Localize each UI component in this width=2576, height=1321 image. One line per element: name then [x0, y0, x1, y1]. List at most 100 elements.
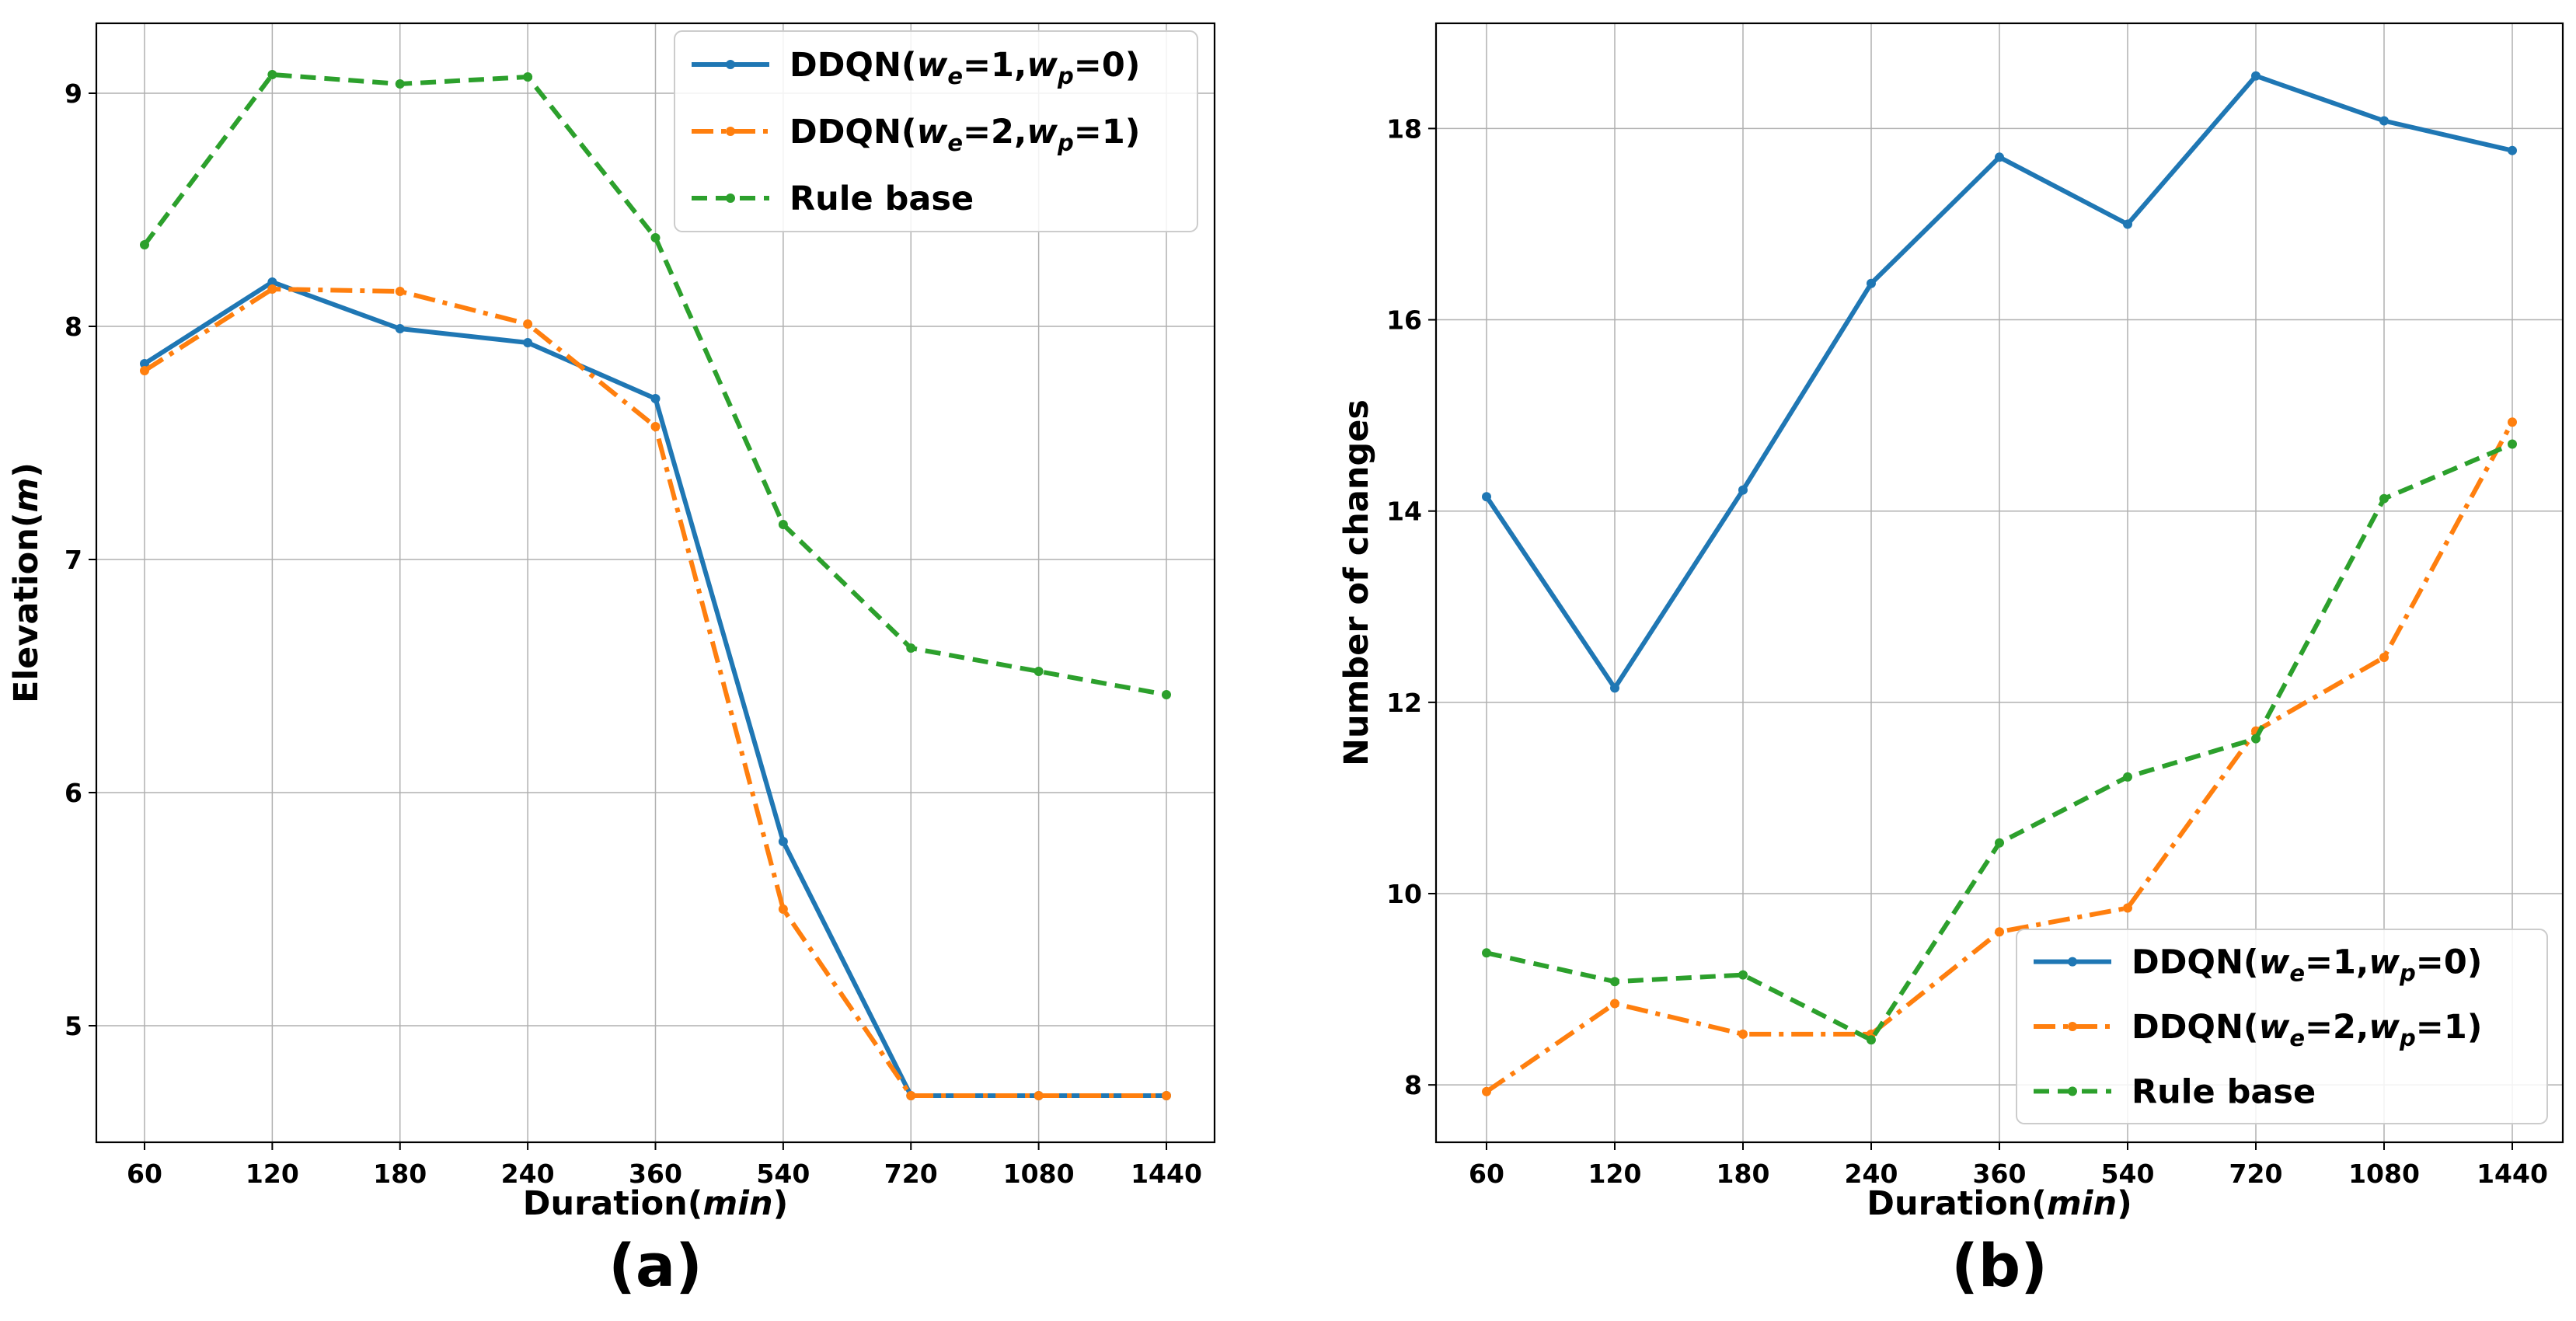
- y-tick-label: 10: [1386, 879, 1422, 909]
- data-point: [395, 324, 405, 333]
- data-point: [1610, 683, 1619, 693]
- legend: DDQN(we=1,wp=0) DDQN(we=2,wp=1) Rule base: [674, 30, 1198, 232]
- data-point: [906, 1091, 916, 1100]
- legend-marker: [726, 60, 735, 69]
- data-point: [906, 643, 916, 653]
- x-axis-label: Duration(min): [1867, 1184, 2132, 1223]
- y-tick-label: 18: [1386, 113, 1422, 144]
- data-point: [2379, 116, 2389, 126]
- data-point: [395, 287, 405, 296]
- data-point: [267, 277, 277, 287]
- data-point: [140, 359, 149, 368]
- y-tick-label: 5: [64, 1011, 82, 1041]
- chart-a: 60 120 180 240 360 540 720 1080 1440 5 6 7 8 9 Duratio…: [7, 22, 1216, 1300]
- data-point: [2508, 439, 2517, 449]
- legend-label: Rule base: [790, 180, 974, 218]
- x-tick-label: 1440: [1131, 1159, 1202, 1189]
- data-point: [2123, 219, 2132, 229]
- legend-box: [2016, 929, 2548, 1124]
- data-point: [778, 837, 788, 846]
- data-point: [523, 319, 533, 329]
- legend-label: DDQN(we=2,wp=1): [790, 113, 1140, 156]
- legend-label: DDQN(we=1,wp=0): [790, 46, 1140, 89]
- legend-box: [674, 30, 1198, 232]
- panel-label: (a): [608, 1231, 702, 1300]
- y-tick-label: 8: [1404, 1070, 1422, 1100]
- data-point: [1995, 838, 2004, 848]
- x-tick-label: 120: [246, 1159, 299, 1189]
- legend-marker: [726, 127, 735, 136]
- legend-marker: [2068, 957, 2077, 967]
- panel-label: (b): [1951, 1231, 2048, 1300]
- data-point: [523, 338, 533, 347]
- x-tick-label: 1080: [1003, 1159, 1075, 1189]
- data-point: [1995, 927, 2004, 937]
- x-tick-label: 540: [2101, 1159, 2155, 1189]
- y-axis-label: Number of changes: [1337, 399, 1376, 766]
- data-point: [650, 422, 661, 431]
- data-point: [140, 366, 149, 375]
- y-tick-label: 6: [64, 778, 82, 808]
- y-tick-label: 8: [64, 312, 82, 342]
- y-tick-label: 14: [1386, 497, 1422, 527]
- data-point: [650, 394, 661, 403]
- y-axis-label: Elevation(m): [7, 462, 46, 703]
- x-axis-label: Duration(min): [523, 1184, 788, 1223]
- data-point: [2251, 734, 2261, 744]
- data-point: [650, 233, 661, 242]
- data-point: [1482, 948, 1491, 958]
- x-tick-label: 360: [1973, 1159, 2027, 1189]
- data-point: [778, 520, 788, 529]
- x-tick-label: 540: [756, 1159, 810, 1189]
- data-point: [523, 72, 533, 82]
- x-tick-label: 180: [373, 1159, 427, 1189]
- y-tick-label: 16: [1386, 305, 1422, 336]
- x-tick-label: 120: [1588, 1159, 1642, 1189]
- data-point: [2508, 145, 2517, 155]
- data-point: [1867, 1035, 1876, 1045]
- x-tick-label: 60: [127, 1159, 162, 1189]
- x-tick-label: 1440: [2477, 1159, 2548, 1189]
- y-tick-label: 7: [64, 545, 82, 575]
- data-point: [1995, 152, 2004, 162]
- legend-marker: [726, 193, 735, 203]
- data-point: [778, 904, 788, 914]
- legend-label: Rule base: [2132, 1072, 2316, 1111]
- data-point: [2379, 653, 2389, 662]
- data-point: [1610, 999, 1619, 1009]
- x-tick-label: 1080: [2348, 1159, 2420, 1189]
- data-point: [1610, 977, 1619, 987]
- data-point: [1034, 667, 1044, 676]
- data-point: [1034, 1091, 1044, 1100]
- y-tick-label: 12: [1386, 688, 1422, 718]
- data-point: [395, 79, 405, 89]
- data-point: [267, 70, 277, 79]
- series-line-2: [143, 287, 1166, 1098]
- legend-label: DDQN(we=1,wp=0): [2132, 943, 2482, 987]
- data-point: [1738, 485, 1748, 495]
- data-point: [2123, 772, 2132, 782]
- chart-b: 60 120 180 240 360 540 720 1080 1440 8 10 12 14 16 18 D…: [1337, 22, 2564, 1300]
- series-line-3: [142, 72, 1167, 697]
- y-tick-label: 9: [64, 78, 82, 109]
- data-point: [267, 284, 277, 294]
- x-tick-label: 240: [1845, 1159, 1898, 1189]
- data-point: [1738, 970, 1748, 980]
- data-point: [1738, 1029, 1748, 1039]
- data-point: [2508, 417, 2517, 427]
- data-point: [2123, 903, 2132, 913]
- data-point: [1867, 278, 1876, 288]
- legend-marker: [2068, 1086, 2077, 1096]
- legend-label: DDQN(we=2,wp=1): [2132, 1008, 2482, 1051]
- data-point: [1482, 492, 1491, 502]
- x-tick-label: 180: [1717, 1159, 1770, 1189]
- x-tick-label: 60: [1469, 1159, 1504, 1189]
- x-tick-label: 720: [884, 1159, 938, 1189]
- x-tick-label: 240: [501, 1159, 555, 1189]
- x-tick-label: 720: [2229, 1159, 2283, 1189]
- data-point: [2251, 71, 2261, 81]
- data-point: [2379, 493, 2389, 504]
- data-point: [1482, 1086, 1491, 1096]
- x-tick-label: 360: [629, 1159, 682, 1189]
